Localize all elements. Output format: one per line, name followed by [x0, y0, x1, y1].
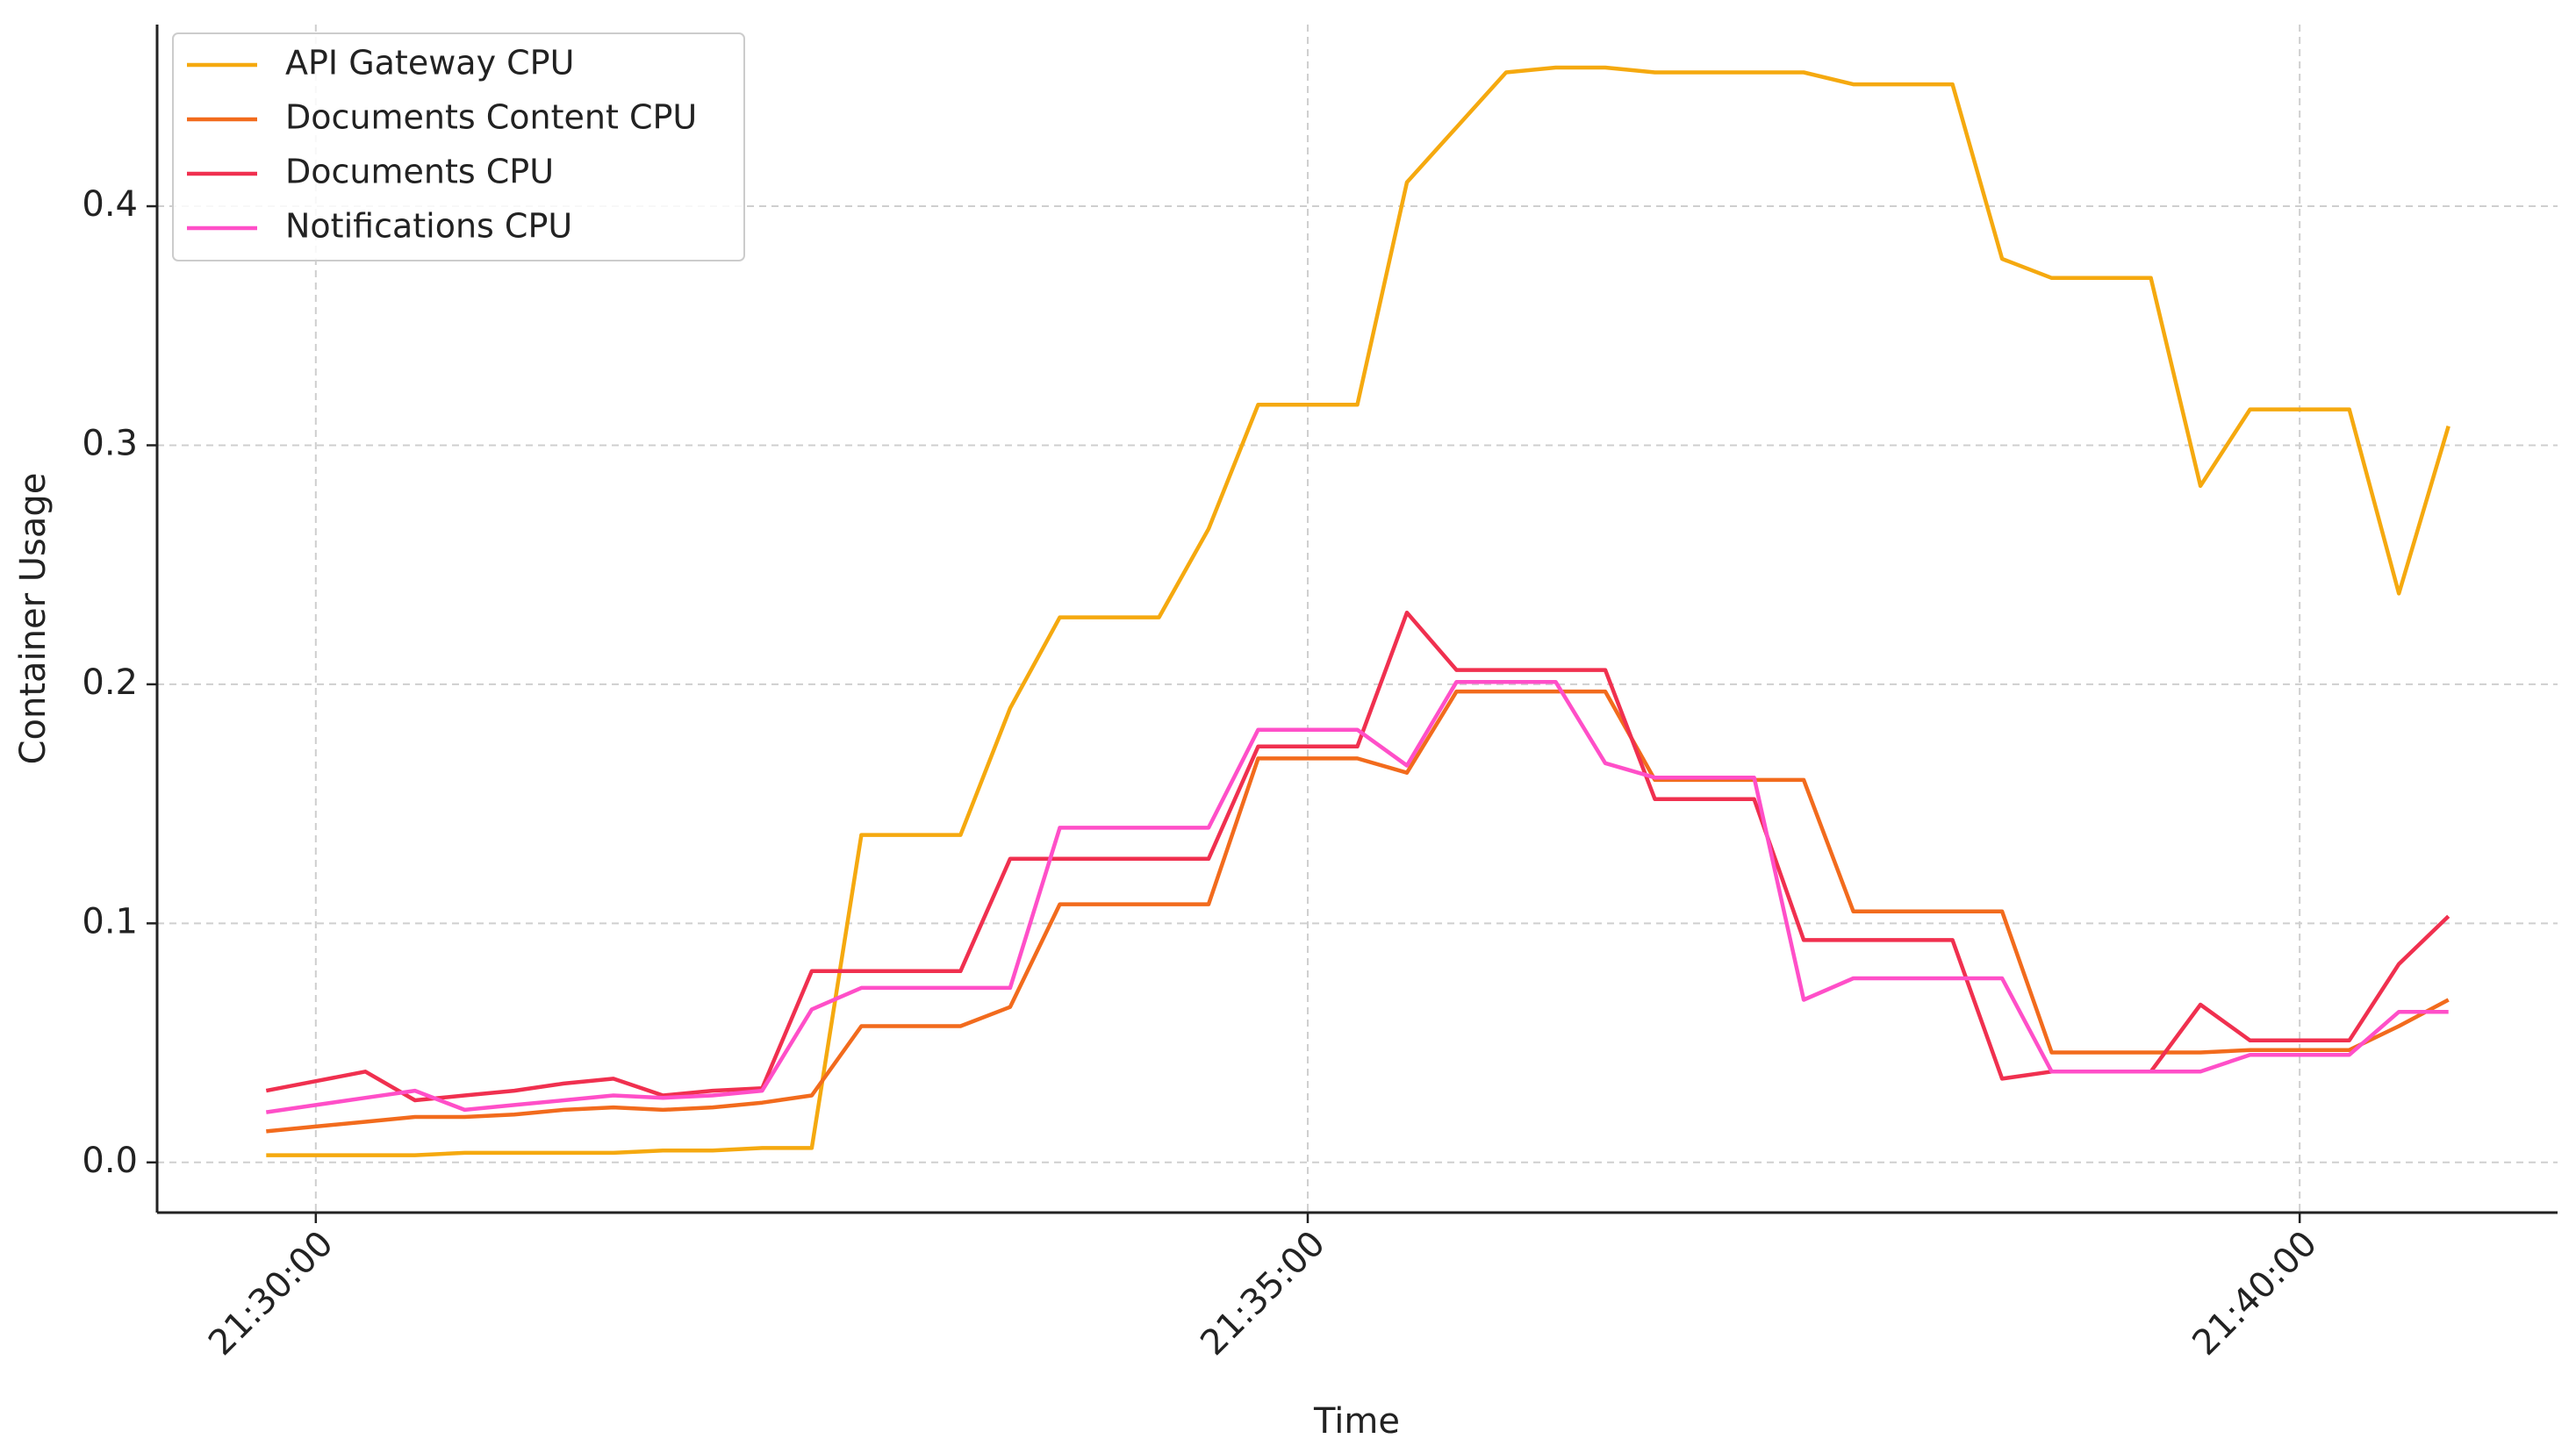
data-line: [266, 689, 2450, 1134]
legend-label: Documents CPU: [285, 153, 554, 191]
y-tick-label: 0.2: [82, 662, 138, 703]
legend-label: Notifications CPU: [285, 207, 572, 246]
y-axis-label: Container Usage: [13, 473, 54, 765]
legend-box: [172, 32, 745, 261]
y-tick-label: 0.1: [82, 901, 138, 941]
y-tick-label: 0.4: [82, 184, 138, 225]
data-line: [265, 679, 2449, 1114]
legend-label: Documents Content CPU: [285, 98, 697, 137]
data-line: [265, 610, 2450, 1103]
data-line: [266, 65, 2450, 1157]
y-tick-label: 0.0: [82, 1141, 138, 1181]
y-tick-label: 0.3: [82, 423, 138, 463]
x-tick-label: 21:35:00: [1193, 1223, 1333, 1364]
x-tick-label: 21:30:00: [201, 1223, 341, 1364]
x-axis-label: Time: [1313, 1401, 1400, 1442]
x-tick-label: 21:40:00: [2185, 1223, 2325, 1364]
legend-label: API Gateway CPU: [285, 44, 574, 82]
